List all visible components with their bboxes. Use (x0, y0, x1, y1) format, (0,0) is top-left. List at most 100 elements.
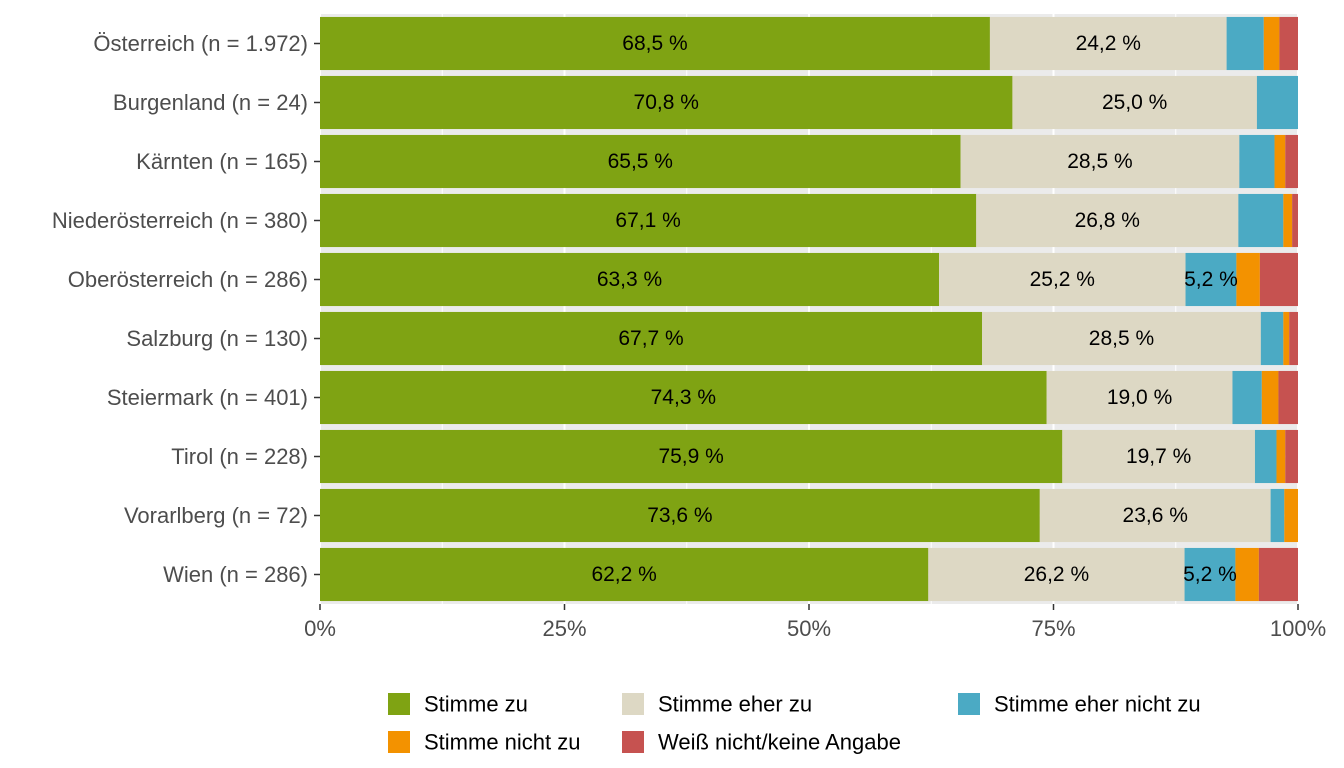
data-label: 67,1 % (615, 209, 680, 232)
bar-stimme-eher-zu-6 (1046, 370, 1233, 425)
legend-swatch (622, 693, 644, 715)
x-tick-label: 100% (1270, 616, 1326, 641)
legend-swatch (388, 693, 410, 715)
category-label: Vorarlberg (n = 72) (124, 503, 308, 528)
category-label: Steiermark (n = 401) (107, 385, 308, 410)
bar-stimme-eher-zu-5 (982, 311, 1261, 366)
bar-wei-nicht-keine-angabe-6 (1278, 370, 1298, 425)
data-labels: 68,5 % 24,2 % 70,8 % 25,0 % 65,5 % 28,5 % 67,1… (591, 32, 1237, 586)
data-label: 5,2 % (1184, 268, 1238, 291)
data-label: 73,6 % (647, 504, 712, 527)
data-label: 19,0 % (1107, 386, 1172, 409)
bar-stimme-zu-6 (320, 370, 1047, 425)
bar-wei-nicht-keine-angabe-7 (1285, 429, 1298, 484)
data-label: 19,7 % (1126, 445, 1191, 468)
bar-stimme-nicht-zu-2 (1274, 134, 1286, 189)
bar-wei-nicht-keine-angabe-0 (1279, 16, 1298, 71)
bar-stimme-eher-zu-8 (1039, 488, 1271, 543)
data-label: 67,7 % (618, 327, 683, 350)
bar-stimme-nicht-zu-5 (1283, 311, 1290, 366)
x-tick-label: 0% (304, 616, 336, 641)
legend-swatch (958, 693, 980, 715)
bar-wei-nicht-keine-angabe-4 (1259, 252, 1298, 307)
data-label: 25,0 % (1102, 91, 1167, 114)
x-tick-label: 75% (1031, 616, 1075, 641)
y-axis: Österreich (n = 1.972) Burgenland (n = 24… (52, 31, 320, 587)
bar-stimme-eher-zu-1 (1012, 75, 1257, 130)
data-label: 74,3 % (651, 386, 716, 409)
category-label: Salzburg (n = 130) (126, 326, 308, 351)
data-label: 5,2 % (1183, 563, 1237, 586)
data-label: 62,2 % (591, 563, 656, 586)
category-label: Wien (n = 286) (163, 562, 308, 587)
bar-stimme-zu-9 (320, 547, 929, 602)
bar-stimme-eher-nicht-zu-6 (1232, 370, 1262, 425)
bar-wei-nicht-keine-angabe-5 (1289, 311, 1298, 366)
data-label: 70,8 % (634, 91, 699, 114)
bar-stimme-zu-1 (320, 75, 1013, 130)
x-axis: 0% 25% 50% 75% 100% (304, 604, 1326, 641)
bar-stimme-eher-nicht-zu-9 (1184, 547, 1236, 602)
bar-stimme-eher-zu-7 (1062, 429, 1255, 484)
data-label: 68,5 % (622, 32, 687, 55)
x-tick-label: 50% (787, 616, 831, 641)
bar-stimme-zu-4 (320, 252, 940, 307)
bar-stimme-nicht-zu-3 (1283, 193, 1293, 248)
bar-stimme-eher-nicht-zu-4 (1185, 252, 1237, 307)
bar-stimme-eher-nicht-zu-7 (1254, 429, 1277, 484)
data-label: 65,5 % (608, 150, 673, 173)
bar-stimme-nicht-zu-7 (1276, 429, 1286, 484)
legend-label: Stimme eher zu (658, 692, 812, 717)
data-label: 23,6 % (1123, 504, 1188, 527)
category-label: Oberösterreich (n = 286) (68, 267, 308, 292)
legend-label: Stimme nicht zu (424, 730, 581, 755)
bar-stimme-zu-7 (320, 429, 1063, 484)
data-label: 28,5 % (1067, 150, 1132, 173)
bar-stimme-eher-nicht-zu-3 (1238, 193, 1284, 248)
bar-wei-nicht-keine-angabe-2 (1285, 134, 1298, 189)
legend: Stimme zu Stimme eher zu Stimme eher nicht… (388, 692, 1201, 755)
bar-stimme-eher-nicht-zu-5 (1260, 311, 1284, 366)
bar-stimme-eher-zu-2 (960, 134, 1240, 189)
bar-stimme-zu-0 (320, 16, 990, 71)
category-label: Österreich (n = 1.972) (93, 31, 308, 56)
bar-stimme-nicht-zu-6 (1261, 370, 1279, 425)
bar-stimme-eher-zu-9 (928, 547, 1185, 602)
data-label: 24,2 % (1076, 32, 1141, 55)
data-label: 26,8 % (1075, 209, 1140, 232)
category-label: Kärnten (n = 165) (136, 149, 308, 174)
bar-stimme-nicht-zu-9 (1235, 547, 1259, 602)
bar-wei-nicht-keine-angabe-3 (1292, 193, 1298, 248)
bar-stimme-zu-3 (320, 193, 977, 248)
legend-label: Stimme eher nicht zu (994, 692, 1201, 717)
bar-stimme-eher-nicht-zu-2 (1239, 134, 1275, 189)
legend-label: Weiß nicht/keine Angabe (658, 730, 901, 755)
bar-stimme-zu-2 (320, 134, 961, 189)
data-label: 63,3 % (597, 268, 662, 291)
category-label: Niederösterreich (n = 380) (52, 208, 308, 233)
bar-stimme-eher-nicht-zu-0 (1226, 16, 1264, 71)
legend-swatch (622, 731, 644, 753)
data-label: 25,2 % (1030, 268, 1095, 291)
bar-stimme-zu-8 (320, 488, 1040, 543)
bar-stimme-eher-zu-4 (939, 252, 1186, 307)
category-label: Tirol (n = 228) (171, 444, 308, 469)
bar-wei-nicht-keine-angabe-9 (1258, 547, 1298, 602)
legend-swatch (388, 731, 410, 753)
bar-stimme-eher-nicht-zu-1 (1256, 75, 1298, 130)
bar-stimme-eher-zu-0 (989, 16, 1227, 71)
bar-stimme-nicht-zu-0 (1263, 16, 1280, 71)
bar-stimme-zu-5 (320, 311, 983, 366)
bar-stimme-eher-zu-3 (976, 193, 1239, 248)
bar-stimme-nicht-zu-8 (1284, 488, 1298, 543)
data-label: 75,9 % (658, 445, 723, 468)
bar-stimme-nicht-zu-4 (1236, 252, 1260, 307)
data-label: 26,2 % (1024, 563, 1089, 586)
legend-label: Stimme zu (424, 692, 528, 717)
data-label: 28,5 % (1089, 327, 1154, 350)
bar-stimme-eher-nicht-zu-8 (1270, 488, 1285, 543)
x-tick-label: 25% (542, 616, 586, 641)
category-label: Burgenland (n = 24) (113, 90, 308, 115)
bars (320, 16, 1298, 602)
